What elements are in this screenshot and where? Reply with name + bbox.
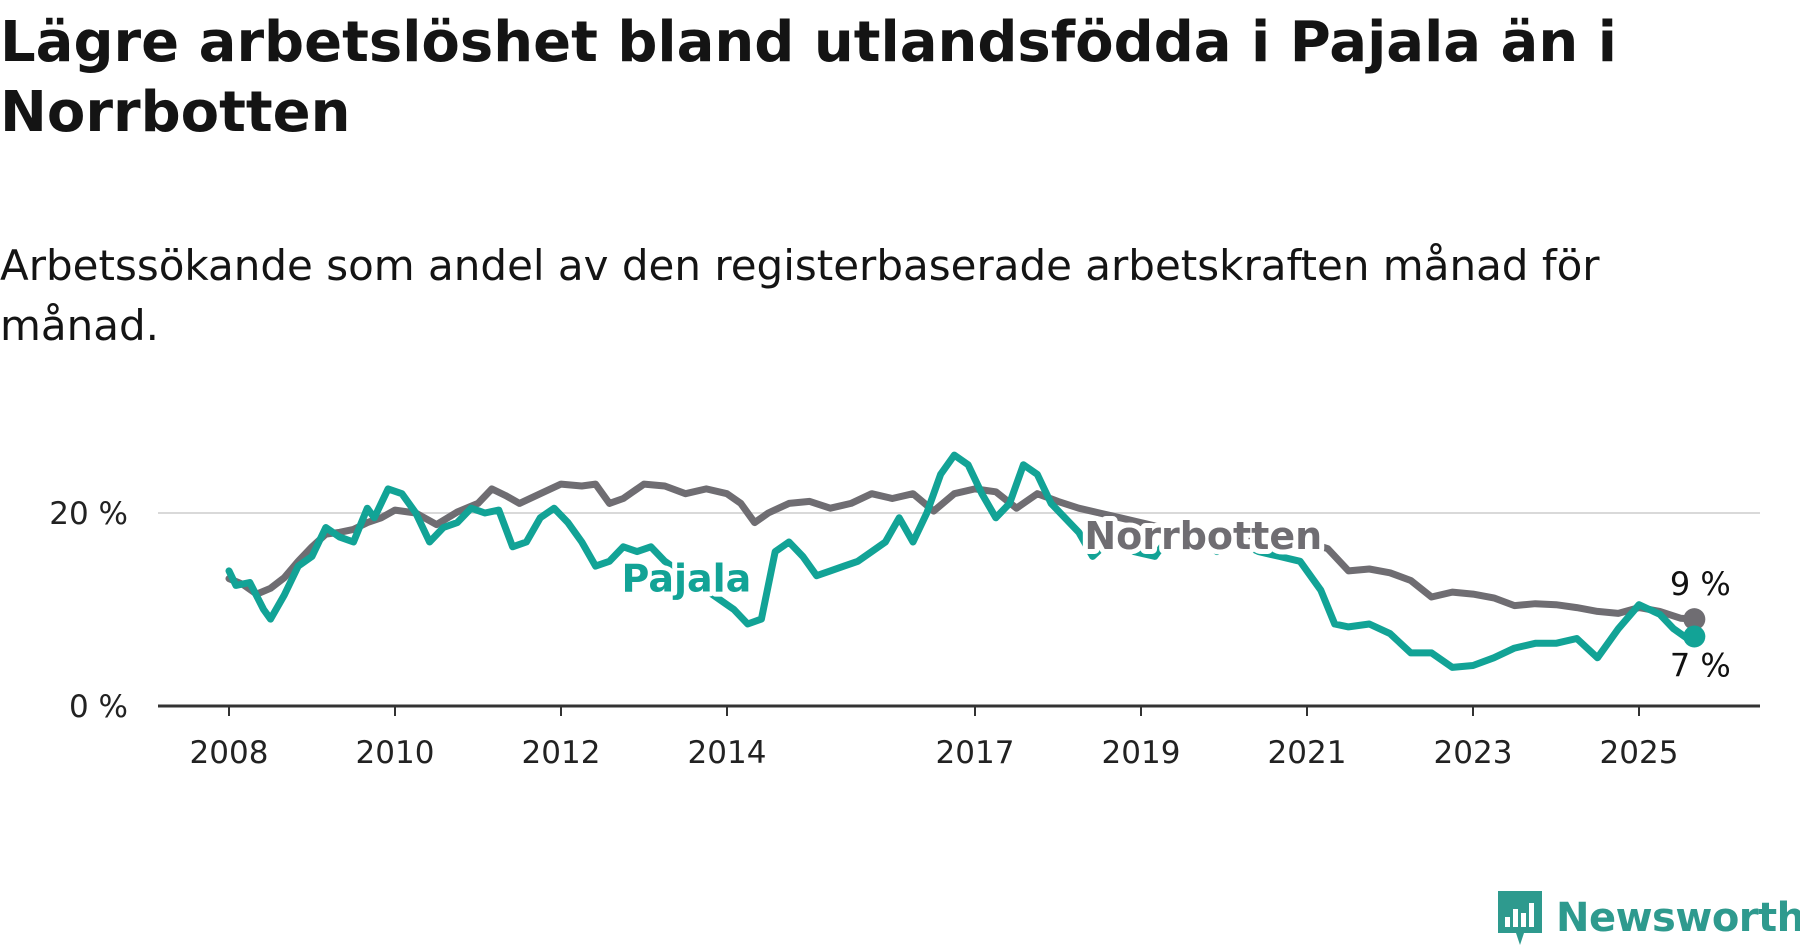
x-tick-label: 2010: [356, 735, 435, 771]
x-tick-label: 2019: [1102, 735, 1181, 771]
x-tick-label: 2023: [1434, 735, 1513, 771]
chart-title: Lägre arbetslöshet bland utlandsfödda i …: [0, 10, 1617, 145]
x-tick-label: 2008: [190, 735, 269, 771]
brand-name: Newsworthy: [1556, 895, 1800, 941]
x-tick-label: 2017: [936, 735, 1015, 771]
x-tick-label: 2012: [522, 735, 601, 771]
newsworthy-logo-icon: [1498, 891, 1542, 945]
x-tick-label: 2014: [688, 735, 767, 771]
series-layer: [225, 451, 1706, 671]
end-label-pajala: 7 %: [1670, 647, 1731, 685]
end-point-norrbotten: [1683, 608, 1706, 631]
series-label-pajala: Pajala: [622, 556, 752, 600]
label-layer: 9 % 7 % Pajala Norrbotten: [617, 509, 1731, 685]
axis-layer: 0 % 20 % 2008 2010 2012 2014 2017 2019 2021 2023 2…: [49, 496, 1760, 771]
x-tick-label: 2021: [1268, 735, 1347, 771]
chart-subtitle: Arbetssökande som andel av den registerb…: [0, 241, 1600, 350]
y-tick-label: 20 %: [49, 496, 128, 532]
end-label-norrbotten: 9 %: [1670, 565, 1731, 603]
x-tick-label: 2025: [1600, 735, 1679, 771]
series-line-pajala: [225, 451, 1698, 671]
y-tick-label: 0 %: [69, 689, 128, 725]
end-point-pajala: [1683, 625, 1706, 648]
series-line-norrbotten: [225, 480, 1698, 623]
series-label-norrbotten: Norrbotten: [1084, 514, 1322, 558]
newsworthy-brand: Newsworthy: [1494, 884, 1800, 952]
